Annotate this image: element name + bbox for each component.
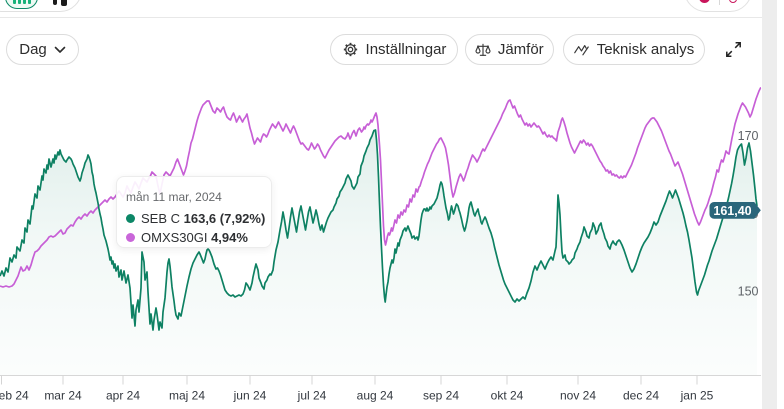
svg-text:161,40: 161,40 (713, 204, 751, 218)
svg-text:dec 24: dec 24 (623, 389, 659, 403)
svg-text:aug 24: aug 24 (357, 389, 394, 403)
svg-text:sep 24: sep 24 (423, 389, 459, 403)
svg-text:maj 24: maj 24 (169, 389, 205, 403)
svg-text:170: 170 (738, 129, 759, 143)
svg-text:feb 24: feb 24 (0, 389, 29, 403)
svg-text:jan 25: jan 25 (680, 389, 714, 403)
svg-text:nov 24: nov 24 (560, 389, 596, 403)
svg-text:mar 24: mar 24 (44, 389, 82, 403)
svg-text:150: 150 (738, 285, 759, 299)
svg-text:jun 24: jun 24 (233, 389, 267, 403)
svg-text:jul 24: jul 24 (297, 389, 327, 403)
svg-text:apr 24: apr 24 (106, 389, 140, 403)
svg-text:okt 24: okt 24 (491, 389, 524, 403)
